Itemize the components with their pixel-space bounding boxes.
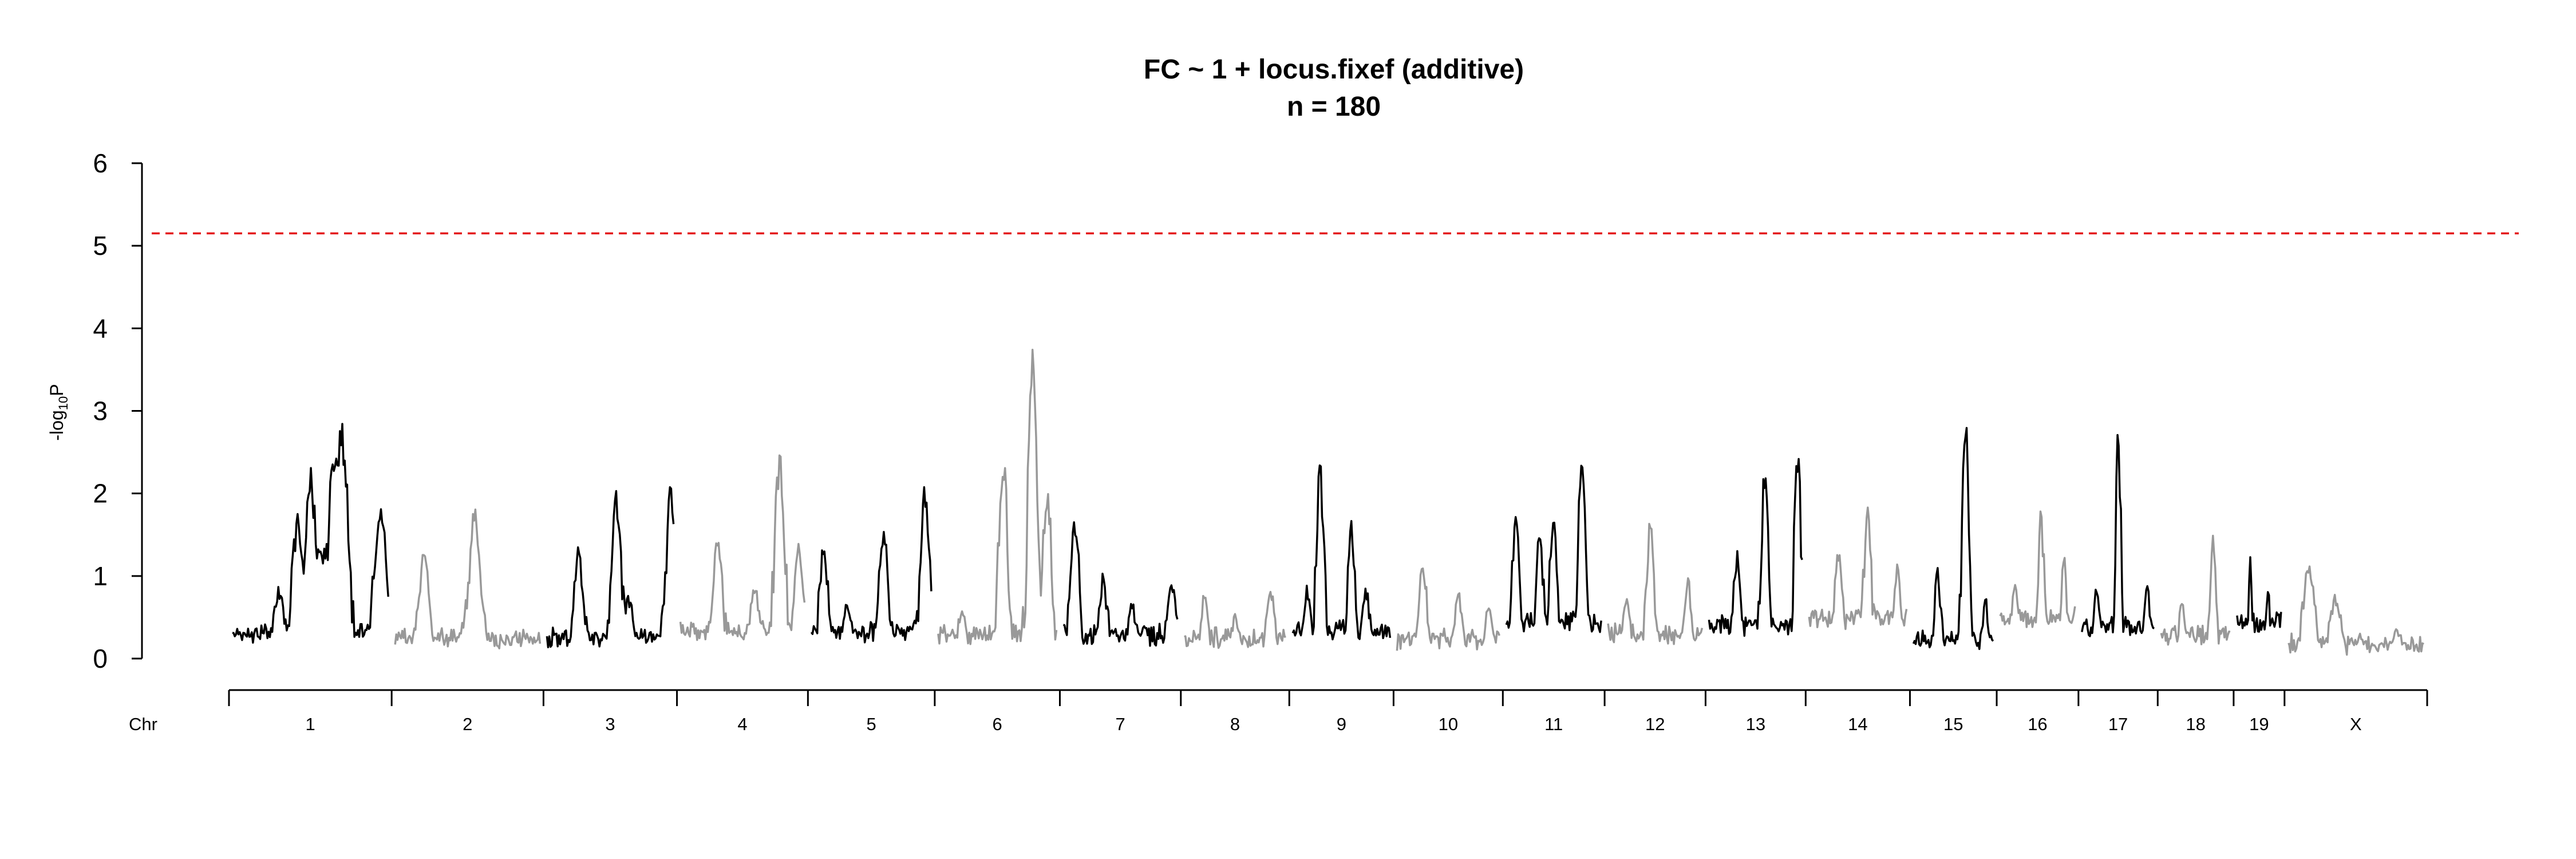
series-line-chr-6 (937, 349, 1058, 645)
chromosome-label: 17 (2108, 714, 2128, 734)
y-axis-label-prefix: -log (46, 410, 67, 440)
series-line-chr-10 (1396, 567, 1500, 651)
chromosome-label: 13 (1746, 714, 1765, 734)
y-tick-label: 2 (93, 479, 108, 509)
chromosome-label: 12 (1645, 714, 1665, 734)
y-tick-label: 0 (93, 644, 108, 673)
chromosome-label: 16 (2028, 714, 2047, 734)
chromosome-axis: 1 2 3 4 5 6 7 8 9 10 11 12 13 14 15 16 17 18 19 X (228, 689, 2428, 734)
series-line-chr-7 (1062, 521, 1179, 647)
y-axis: 0 1 2 3 4 5 6 (93, 148, 143, 673)
chromosome-label: 2 (463, 714, 472, 734)
series-line-chr-14 (1808, 506, 1908, 631)
chromosome-label: 1 (305, 714, 315, 734)
chromosome-label: 19 (2249, 714, 2269, 734)
series-line-chr-2 (394, 509, 542, 649)
association-series (232, 349, 2424, 656)
chromosome-label: 14 (1848, 714, 1867, 734)
chromosome-label: 8 (1230, 714, 1240, 734)
y-tick-label: 3 (93, 396, 108, 426)
chart-title: FC ~ 1 + locus.fixef (additive) (1144, 54, 1524, 85)
series-line-chr-18 (2160, 534, 2231, 646)
y-tick-label: 5 (93, 231, 108, 261)
y-tick-label: 4 (93, 313, 108, 343)
chromosome-label: 4 (737, 714, 747, 734)
y-axis-label-subscript: 10 (56, 396, 70, 410)
series-line-chr-3 (546, 486, 675, 649)
y-axis-label: -log10P (46, 384, 70, 440)
chromosome-label: 15 (1943, 714, 1963, 734)
series-line-chr-8 (1184, 590, 1286, 649)
chromosome-label: 7 (1116, 714, 1125, 734)
series-line-chr-17 (2081, 434, 2155, 637)
chromosome-label: 9 (1337, 714, 1346, 734)
series-line-chr-12 (1607, 522, 1704, 645)
chromosome-label: X (2350, 714, 2362, 734)
series-line-chr-5 (810, 486, 933, 644)
series-line-chr-19 (2236, 556, 2282, 633)
chart-subtitle: n = 180 (1287, 92, 1381, 122)
series-line-chr-15 (1912, 427, 1994, 651)
chromosome-label: 11 (1544, 714, 1563, 734)
y-tick-label: 1 (93, 561, 108, 591)
series-line-chr-16 (1999, 510, 2076, 628)
chromosome-label: 10 (1439, 714, 1458, 734)
chromosome-label: 5 (867, 714, 876, 734)
chromosome-axis-label: Chr (129, 714, 157, 734)
chromosome-label: 6 (993, 714, 1002, 734)
series-line-chr-9 (1291, 464, 1392, 641)
y-tick-label: 6 (93, 148, 108, 178)
y-axis-label-suffix: P (46, 384, 67, 396)
chromosome-label: 18 (2186, 714, 2205, 734)
series-line-chr-13 (1708, 458, 1803, 637)
series-line-chr-4 (679, 454, 806, 641)
series-line-chr-X (2287, 565, 2424, 656)
chromosome-label: 3 (605, 714, 615, 734)
series-line-chr-1 (232, 423, 389, 644)
series-line-chr-11 (1505, 464, 1602, 633)
